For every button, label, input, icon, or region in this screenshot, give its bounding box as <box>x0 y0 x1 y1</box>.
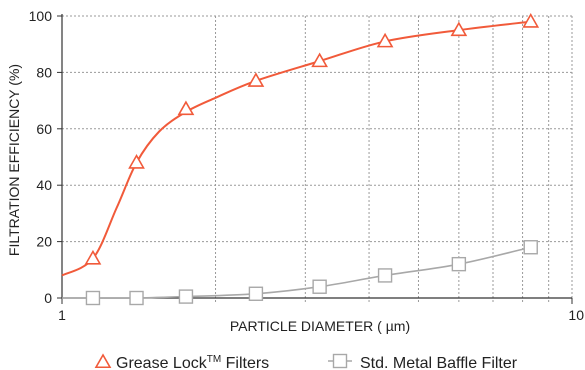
grease-lock-point <box>311 52 329 68</box>
legend-baffle-marker <box>332 353 348 369</box>
grease-lock-point <box>522 13 540 28</box>
y-tick-labels: 0 20 40 60 80 100 <box>29 8 53 306</box>
legend-grease-lock-marker <box>94 353 112 369</box>
baffle-point <box>377 268 393 283</box>
x-axis-title: PARTICLE DIAMETER ( µm) <box>230 318 410 334</box>
baffle-point <box>85 290 101 306</box>
y-tick-label: 60 <box>36 121 52 137</box>
y-tick-label: 20 <box>36 234 52 250</box>
baffle-point <box>312 279 327 294</box>
grease-lock-point <box>247 72 265 87</box>
grease-lock-line <box>61 20 531 277</box>
x-tick-label: 1 <box>58 307 66 323</box>
grease-lock-point <box>128 154 145 169</box>
grease-lock-point <box>84 249 102 265</box>
y-axis-title: FILTRATION EFFICIENCY (%) <box>6 64 22 256</box>
grease-lock-point <box>376 32 394 48</box>
baffle-point <box>451 256 467 272</box>
baffle-point <box>523 240 538 255</box>
baffle-line <box>61 246 531 299</box>
y-tick-label: 100 <box>29 8 53 24</box>
x-tick-labels: 1 10 <box>58 307 584 323</box>
legend-grease-lock-label: Grease LockTM Filters <box>116 354 269 370</box>
legend: Grease LockTM Filters Std. Metal Baffle F… <box>94 353 518 370</box>
baffle-point <box>178 289 194 304</box>
y-tick-label: 80 <box>36 64 52 80</box>
grid <box>62 15 573 303</box>
y-tick-label: 0 <box>44 290 52 306</box>
x-tick-label: 10 <box>568 307 584 323</box>
baffle-point <box>129 290 144 306</box>
legend-baffle-label: Std. Metal Baffle Filter <box>360 355 518 370</box>
grease-lock-point <box>450 21 468 37</box>
y-tick-label: 40 <box>36 177 52 193</box>
series-layer <box>61 13 540 306</box>
grease-lock-point <box>177 100 195 116</box>
baffle-point <box>248 286 264 301</box>
